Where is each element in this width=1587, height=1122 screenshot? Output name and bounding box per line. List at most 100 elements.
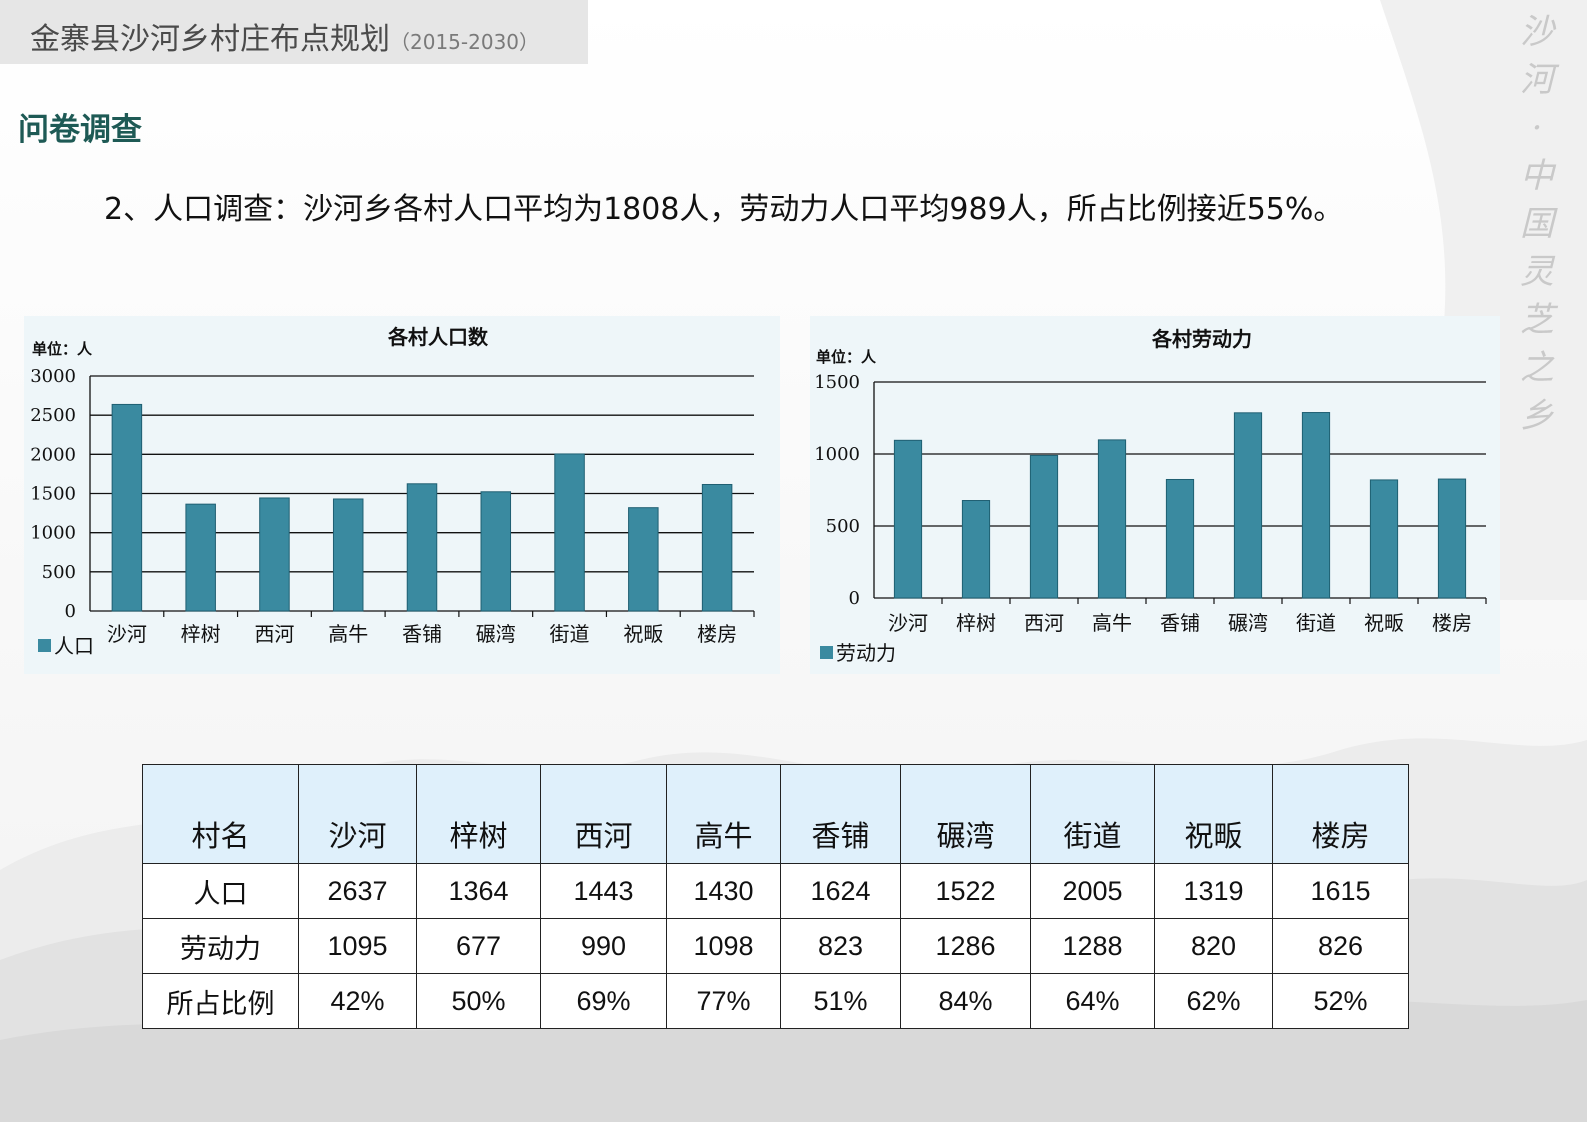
table-cell: 52% <box>1272 973 1409 1029</box>
table-row: 劳动力 1095 677 990 1098 823 1286 1288 820 826 <box>142 918 1409 974</box>
table-row: 人口 2637 1364 1443 1430 1624 1522 2005 1319 1615 <box>142 863 1409 919</box>
table-row-label: 劳动力 <box>142 918 299 974</box>
legend-swatch <box>38 639 51 652</box>
x-tick-label: 梓树 <box>956 611 996 635</box>
table-cell: 42% <box>298 973 417 1029</box>
legend-label: 人口 <box>54 634 94 658</box>
bar <box>1369 479 1399 599</box>
legend-label: 劳动力 <box>836 641 896 665</box>
table-header-cell: 村名 <box>142 764 299 864</box>
y-tick-label: 500 <box>42 562 76 583</box>
table-cell: 1522 <box>900 863 1031 919</box>
table-row-label: 所占比例 <box>142 973 299 1029</box>
bar <box>1233 412 1263 599</box>
table-cell: 1288 <box>1030 918 1155 974</box>
table-cell: 1624 <box>780 863 901 919</box>
bar <box>332 498 364 612</box>
table-cell: 64% <box>1030 973 1155 1029</box>
x-tick-label: 西河 <box>1024 611 1064 635</box>
page-title-years: （2015-2030） <box>390 30 540 54</box>
table-cell: 1098 <box>666 918 781 974</box>
y-tick-label: 500 <box>826 516 860 537</box>
x-tick-label: 碾湾 <box>1228 611 1268 635</box>
x-tick-label: 碾湾 <box>476 622 516 646</box>
bar <box>185 503 216 612</box>
title-bar <box>0 0 588 64</box>
x-tick-label: 西河 <box>254 622 294 646</box>
x-tick-label: 祝畈 <box>1364 611 1404 635</box>
side-calligraphy-char: 沙 <box>1520 12 1554 52</box>
x-tick-label: 祝畈 <box>623 622 663 646</box>
table-cell: 84% <box>900 973 1031 1029</box>
bar <box>554 453 585 612</box>
table-header-cell: 梓树 <box>416 764 541 864</box>
x-tick-label: 香铺 <box>402 622 442 646</box>
side-calligraphy: 沙河 · 中国灵芝之乡 <box>1512 8 1562 440</box>
x-tick-label: 楼房 <box>1432 611 1472 635</box>
table-cell: 77% <box>666 973 781 1029</box>
table-cell: 2005 <box>1030 863 1155 919</box>
table-cell: 51% <box>780 973 901 1029</box>
bar <box>893 439 923 599</box>
side-calligraphy-char: 中 <box>1520 156 1554 196</box>
table-header-cell: 高牛 <box>666 764 781 864</box>
table-cell: 1364 <box>416 863 541 919</box>
x-tick-label: 街道 <box>1296 611 1336 635</box>
y-tick-label: 2000 <box>30 444 76 465</box>
table-cell: 1319 <box>1154 863 1273 919</box>
table-cell: 1615 <box>1272 863 1409 919</box>
table-cell: 677 <box>416 918 541 974</box>
table-cell: 50% <box>416 973 541 1029</box>
table-cell: 1095 <box>298 918 417 974</box>
table-cell: 2637 <box>298 863 417 919</box>
page-title-text: 金寨县沙河乡村庄布点规划 <box>30 22 390 57</box>
y-tick-label: 2500 <box>30 405 76 426</box>
x-tick-label: 沙河 <box>888 611 928 635</box>
table-header-cell: 街道 <box>1030 764 1155 864</box>
page-title: 金寨县沙河乡村庄布点规划（2015-2030） <box>30 14 539 58</box>
table-cell: 62% <box>1154 973 1273 1029</box>
y-tick-label: 3000 <box>30 366 76 387</box>
table-header-cell: 西河 <box>540 764 667 864</box>
table-row-label: 人口 <box>142 863 299 919</box>
section-title: 问卷调查 <box>18 112 142 148</box>
side-calligraphy-char: 之 <box>1520 348 1554 388</box>
chart-title: 各村人口数 <box>387 325 489 349</box>
bar <box>1097 439 1127 599</box>
side-calligraphy-char: 河 <box>1520 60 1554 100</box>
x-tick-label: 高牛 <box>328 622 368 646</box>
x-tick-label: 沙河 <box>107 622 147 646</box>
chart-unit-label: 单位：人 <box>32 340 93 358</box>
table-row: 所占比例 42% 50% 69% 77% 51% 84% 64% 62% 52% <box>142 973 1409 1029</box>
bar <box>259 497 290 612</box>
table-cell: 69% <box>540 973 667 1029</box>
x-tick-label: 梓树 <box>181 622 221 646</box>
population-table: 村名 沙河 梓树 西河 高牛 香铺 碾湾 街道 祝畈 楼房 人口 2637 1364 1443 1430 16… <box>142 764 1409 1029</box>
table-cell: 826 <box>1272 918 1409 974</box>
table-cell: 990 <box>540 918 667 974</box>
bar <box>961 500 991 599</box>
y-tick-label: 1000 <box>814 444 860 465</box>
y-tick-label: 1000 <box>30 523 76 544</box>
table-header-cell: 香铺 <box>780 764 901 864</box>
side-calligraphy-char: 灵 <box>1520 252 1554 292</box>
table-cell: 1443 <box>540 863 667 919</box>
intro-text: 2、人口调查：沙河乡各村人口平均为1808人，劳动力人口平均989人，所占比例接… <box>104 192 1344 227</box>
table-header-cell: 祝畈 <box>1154 764 1273 864</box>
y-tick-label: 0 <box>849 588 860 609</box>
chart-title: 各村劳动力 <box>1151 327 1252 351</box>
table-cell: 823 <box>780 918 901 974</box>
table-cell: 1286 <box>900 918 1031 974</box>
bar <box>1029 454 1059 599</box>
y-tick-label: 1500 <box>30 484 76 505</box>
x-tick-label: 楼房 <box>697 622 737 646</box>
chart-unit-label: 单位：人 <box>816 348 877 366</box>
table-header-row: 村名 沙河 梓树 西河 高牛 香铺 碾湾 街道 祝畈 楼房 <box>142 764 1409 864</box>
table-cell: 820 <box>1154 918 1273 974</box>
bar <box>111 403 143 612</box>
table-header-cell: 沙河 <box>298 764 417 864</box>
bar <box>1165 478 1195 599</box>
bar <box>1437 478 1467 599</box>
x-tick-label: 高牛 <box>1092 611 1132 635</box>
